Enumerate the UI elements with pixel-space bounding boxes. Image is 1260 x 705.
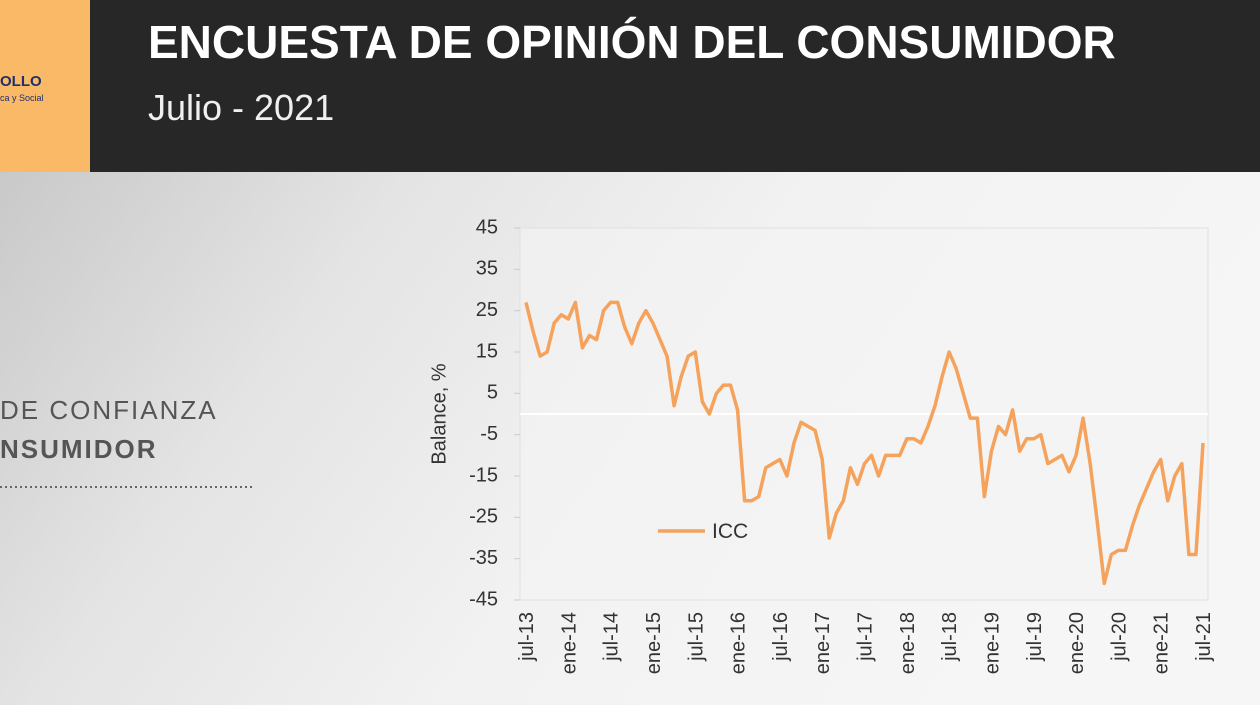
- x-tick-label: jul-14: [601, 612, 623, 662]
- x-tick-label: jul-13: [516, 612, 538, 662]
- x-tick-label: jul-20: [1108, 612, 1130, 662]
- y-tick-label: 15: [476, 340, 498, 362]
- y-tick-label: -45: [469, 588, 498, 610]
- y-tick-label: 45: [476, 216, 498, 238]
- y-tick-label: -5: [480, 423, 498, 445]
- y-tick-label: -15: [469, 464, 498, 486]
- y-tick-label: 25: [476, 299, 498, 321]
- x-tick-label: ene-21: [1151, 612, 1173, 674]
- title: ENCUESTA DE OPINIÓN DEL CONSUMIDOR: [148, 16, 1116, 68]
- legend-label: ICC: [712, 520, 748, 543]
- side-text-bold: NSUMIDOR: [0, 434, 158, 464]
- logo-subtext: ca y Social: [0, 93, 44, 103]
- subtitle: Julio - 2021: [148, 87, 334, 128]
- x-tick-label: ene-16: [728, 612, 750, 674]
- y-axis-label: Balance, %: [428, 363, 450, 464]
- x-tick-label: jul-18: [939, 612, 961, 662]
- x-tick-label: jul-21: [1193, 612, 1215, 662]
- header-bar: [0, 0, 1260, 172]
- x-tick-label: ene-18: [897, 612, 919, 674]
- logo-text: OLLO: [0, 73, 42, 90]
- x-tick-label: ene-17: [812, 612, 834, 674]
- y-tick-label: -35: [469, 547, 498, 569]
- y-tick-label: -25: [469, 506, 498, 528]
- x-tick-label: jul-15: [685, 612, 707, 662]
- data-line: [524, 300, 1205, 586]
- x-tick-label: ene-14: [558, 612, 580, 674]
- x-tick-label: ene-19: [981, 612, 1003, 674]
- x-tick-label: ene-15: [643, 612, 665, 674]
- side-text: DE CONFIANZA: [0, 395, 218, 425]
- x-tick-label: ene-20: [1066, 612, 1088, 674]
- x-tick-label: jul-17: [855, 612, 877, 662]
- x-tick-label: jul-16: [770, 612, 792, 662]
- y-tick-label: 35: [476, 258, 498, 280]
- y-tick-label: 5: [487, 382, 498, 404]
- x-tick-label: jul-19: [1024, 612, 1046, 662]
- logo-block: [0, 0, 90, 172]
